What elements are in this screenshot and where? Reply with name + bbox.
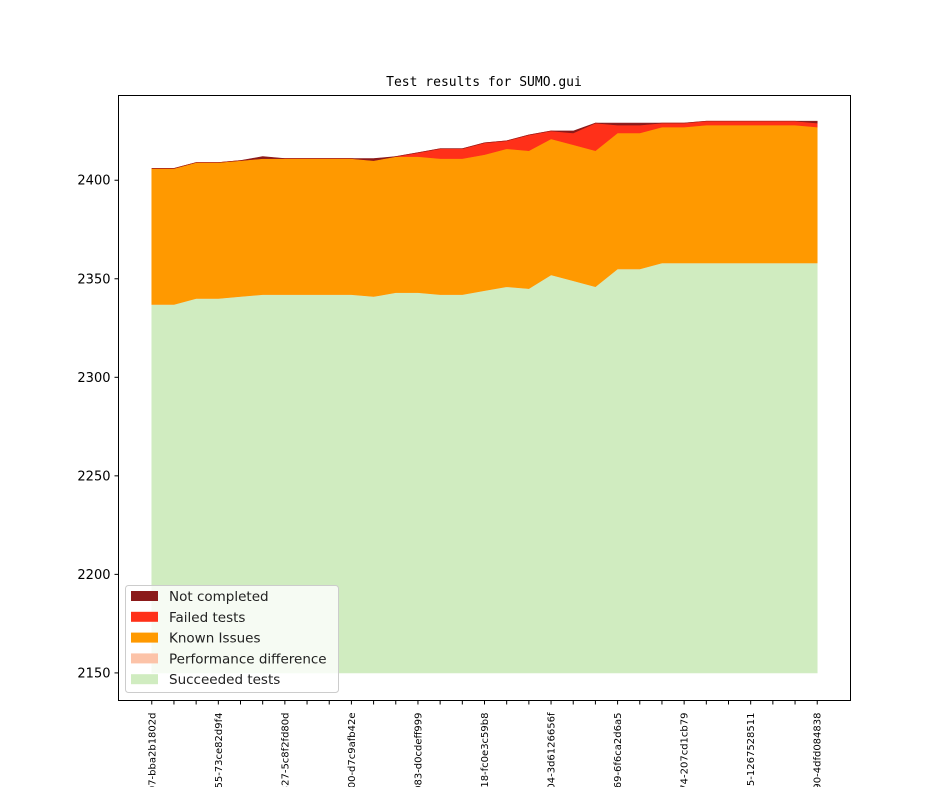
legend-box: [125, 585, 339, 693]
legend-label: Failed tests: [169, 610, 245, 626]
legend-swatch: [131, 632, 158, 643]
y-axis: 2150 2200 2250 2300 2350 2400: [77, 174, 119, 681]
area-not-completed: [151, 120, 818, 169]
x-tick-label: 04-3d6126656f: [547, 712, 558, 787]
x-tick-label: 90-4dfd084838: [813, 713, 824, 787]
x-tick-label: 55-73ce82d9f4: [214, 713, 225, 787]
legend-label: Succeeded tests: [169, 672, 280, 688]
x-tick-label: 00-d7c9afb42e: [347, 713, 358, 787]
legend-label: Not completed: [169, 589, 269, 605]
legend-swatch: [131, 653, 158, 664]
x-tick-label: 69-6f6ca2d6a5: [613, 713, 624, 787]
y-tick-label: 2200: [77, 568, 110, 583]
legend: Not completed Failed tests Known Issues Per…: [125, 585, 339, 693]
legend-swatch: [131, 591, 158, 601]
legend-swatch: [131, 674, 158, 685]
x-axis: 07-bba2b1802d 55-73ce82d9f4 327-5c8f2fd80d…: [147, 700, 824, 787]
x-tick-label: 083-d0cdeff999: [413, 713, 424, 787]
plot-areas: [151, 120, 818, 674]
y-tick-label: 2150: [77, 666, 110, 681]
x-tick-label: 07-bba2b1802d: [147, 713, 158, 787]
legend-label: Performance difference: [169, 651, 327, 667]
legend-label: Known Issues: [169, 631, 261, 647]
y-tick-label: 2350: [77, 272, 110, 287]
y-tick-label: 2300: [77, 371, 110, 386]
x-tick-label: 327-5c8f2fd80d: [280, 713, 291, 787]
y-tick-label: 2250: [77, 469, 110, 484]
x-tick-label: 74-207cd1cb79: [680, 713, 691, 787]
x-tick-label: 18-fc0e3c59b8: [480, 713, 491, 787]
y-tick-label: 2400: [77, 174, 110, 189]
x-tick-label: 35-1267528511: [746, 713, 757, 787]
chart-title: Test results for SUMO.gui: [386, 75, 582, 90]
legend-swatch: [131, 611, 158, 622]
